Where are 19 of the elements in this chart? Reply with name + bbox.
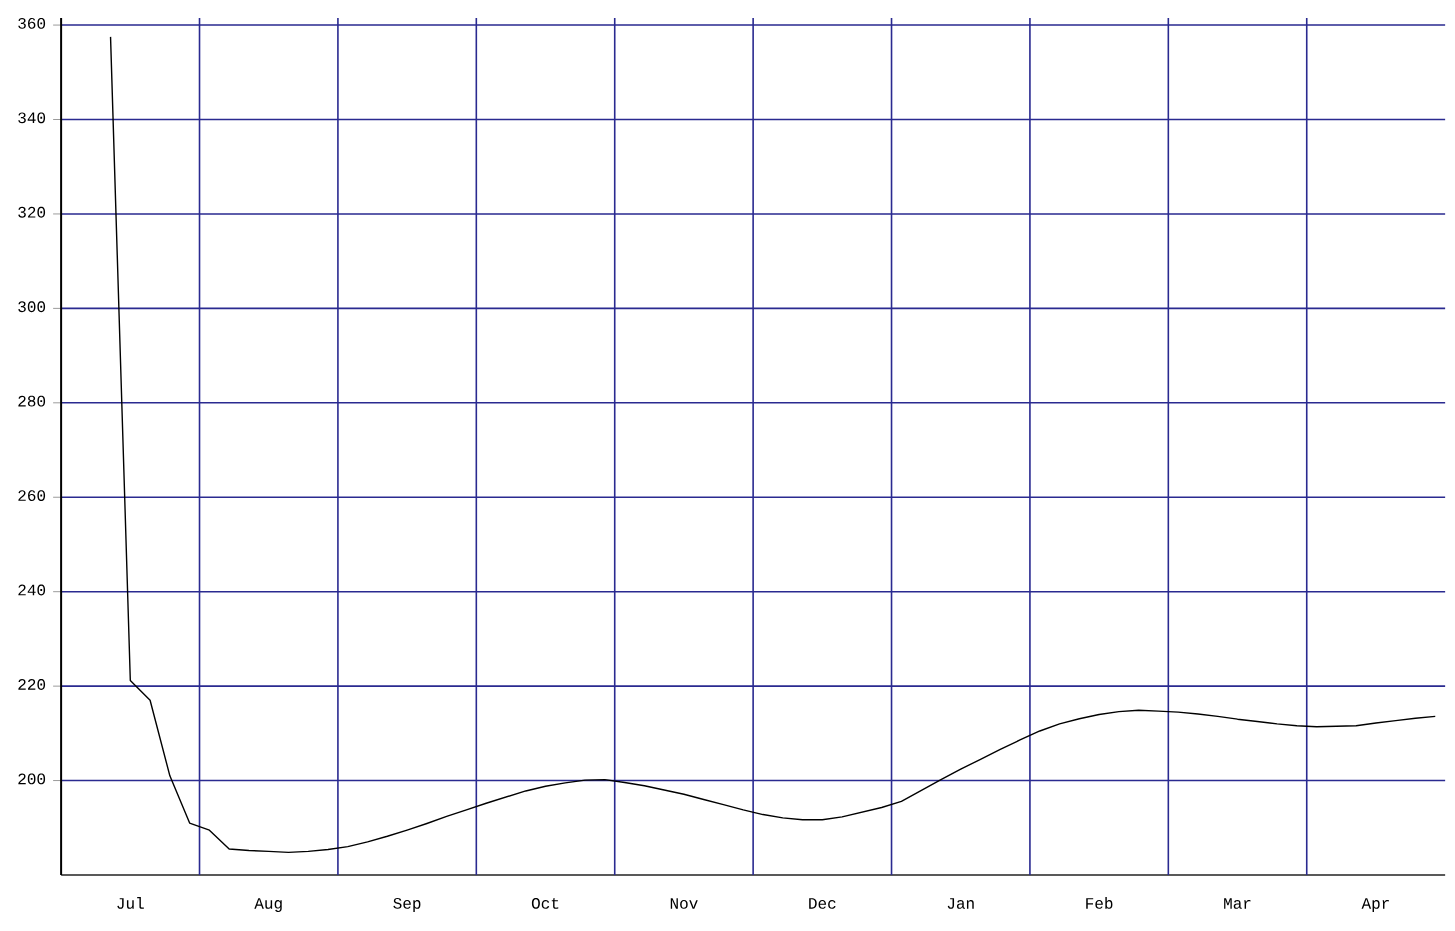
x-tick-label: Jan	[947, 898, 974, 909]
x-tick-label: Jul	[117, 897, 144, 909]
x-tick-label: Dec	[809, 898, 836, 909]
y-tick-label: 260	[18, 490, 46, 502]
y-tick-label: 220	[18, 679, 46, 690]
y-tick-label: 340	[18, 112, 46, 124]
x-tick-label: Aug	[254, 898, 282, 912]
y-tick-label: 280	[18, 395, 46, 407]
x-tick-label: Oct	[531, 897, 559, 909]
y-tick-label: 360	[18, 17, 46, 29]
y-tick-label: 300	[18, 301, 46, 313]
x-tick-label: Sep	[393, 897, 421, 912]
x-tick-label: Nov	[670, 898, 698, 909]
x-tick-label: Mar	[1224, 898, 1251, 909]
x-tick-label: Feb	[1086, 897, 1113, 909]
y-tick-label: 320	[18, 206, 46, 218]
x-tick-label: Apr	[1361, 898, 1389, 912]
y-tick-label: 200	[18, 773, 46, 785]
y-tick-label: 240	[18, 584, 46, 596]
